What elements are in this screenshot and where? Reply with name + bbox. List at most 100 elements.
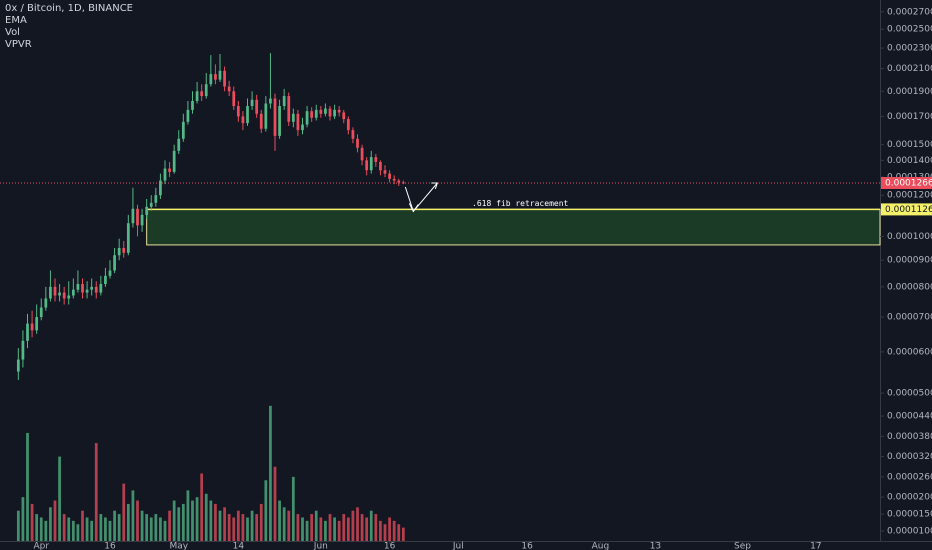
price-tag-label: 0.00012664 bbox=[885, 178, 932, 188]
candle-body bbox=[250, 99, 254, 107]
fib-zone bbox=[146, 208, 881, 246]
candle-body bbox=[264, 103, 268, 129]
candle-body bbox=[397, 180, 401, 183]
candle-body bbox=[360, 147, 364, 161]
volume-bar bbox=[200, 473, 204, 541]
candle-body bbox=[282, 96, 286, 107]
volume-bar bbox=[58, 456, 61, 541]
x-tick-label: Aug bbox=[592, 542, 610, 550]
indicator-label: EMA bbox=[5, 15, 27, 26]
volume-bar bbox=[383, 524, 387, 541]
candle-body bbox=[94, 286, 98, 293]
volume-bar bbox=[282, 507, 286, 541]
x-tick-label: May bbox=[169, 542, 188, 550]
candle-body bbox=[140, 214, 144, 226]
candle-body bbox=[287, 96, 291, 122]
arrow-head bbox=[408, 182, 439, 213]
volume-bar bbox=[259, 503, 263, 541]
candle-body bbox=[301, 124, 304, 131]
candle-body bbox=[81, 284, 84, 293]
candle-body bbox=[278, 106, 281, 136]
volume-bar bbox=[113, 510, 116, 541]
candle-body bbox=[136, 208, 139, 226]
candle-body bbox=[39, 307, 43, 318]
volume-bar bbox=[392, 520, 396, 541]
volume-bar bbox=[30, 503, 34, 541]
volume-bar bbox=[223, 507, 226, 541]
volume-bar bbox=[337, 520, 341, 541]
x-tick-label: 17 bbox=[810, 542, 821, 550]
volume-bar bbox=[21, 497, 25, 541]
volume-bar bbox=[250, 510, 254, 541]
volume-bar bbox=[214, 503, 217, 541]
volume-bar bbox=[333, 517, 336, 541]
candle-body bbox=[356, 138, 359, 148]
volume-bar bbox=[379, 520, 382, 541]
volume-bar bbox=[149, 517, 153, 541]
candle-body bbox=[383, 170, 387, 174]
volume-bar bbox=[140, 510, 144, 541]
candle-body bbox=[30, 323, 34, 331]
candle-body bbox=[44, 298, 48, 308]
volume-bar bbox=[94, 443, 98, 541]
y-tick-label: 0.00007000 bbox=[887, 313, 932, 323]
y2-tick-label: 0.00001500 bbox=[887, 510, 932, 520]
volume-bar bbox=[209, 500, 213, 541]
candle-body bbox=[328, 108, 332, 117]
y-tick-label: 0.00017000 bbox=[887, 112, 932, 122]
volume-bar bbox=[90, 520, 94, 541]
candle-body bbox=[53, 286, 57, 296]
volume-bar bbox=[145, 514, 149, 541]
candle-body bbox=[191, 101, 194, 110]
volume-bar bbox=[324, 520, 327, 541]
volume-bar bbox=[99, 514, 103, 541]
candle-body bbox=[186, 109, 190, 122]
volume-bar bbox=[218, 510, 222, 541]
volume-bar bbox=[305, 520, 309, 541]
volume-bar bbox=[328, 514, 332, 541]
candle-body bbox=[333, 109, 336, 117]
volume-bar bbox=[241, 514, 245, 541]
volume-bar bbox=[191, 500, 194, 541]
candle-body bbox=[126, 223, 130, 253]
volume-bar bbox=[85, 517, 89, 541]
volume-bar bbox=[264, 480, 268, 541]
annotation: .618 fib retracement bbox=[472, 199, 569, 208]
volume-bar bbox=[246, 517, 249, 541]
volume-bar bbox=[126, 503, 130, 541]
candle-body bbox=[90, 286, 94, 290]
candle-body bbox=[172, 150, 176, 172]
candle-body bbox=[296, 113, 300, 131]
candle-body bbox=[236, 106, 240, 117]
candle-body bbox=[232, 91, 236, 107]
volume-bar bbox=[278, 500, 281, 541]
indicator-label: Vol bbox=[5, 27, 20, 38]
x-tick-label: Jul bbox=[452, 542, 464, 550]
y2-tick-label: 0.00004400 bbox=[887, 411, 932, 421]
candle-body bbox=[49, 286, 52, 299]
candle-body bbox=[346, 119, 350, 131]
volume-bar bbox=[204, 493, 208, 541]
volume-bar bbox=[291, 476, 295, 541]
x-tick-label: 16 bbox=[104, 542, 116, 550]
candle-body bbox=[35, 317, 39, 331]
y-tick-label: 0.00019000 bbox=[887, 87, 932, 97]
candle-body bbox=[255, 99, 259, 114]
candle-body bbox=[159, 180, 162, 196]
candle-body bbox=[99, 284, 103, 293]
candle-body bbox=[369, 157, 373, 171]
volume-bar bbox=[374, 514, 378, 541]
volume-bar bbox=[62, 514, 66, 541]
price-tag bbox=[881, 176, 932, 189]
candle-body bbox=[108, 270, 112, 276]
volume-bar bbox=[26, 432, 29, 541]
candle-body bbox=[392, 178, 396, 181]
volume-bar bbox=[168, 510, 171, 541]
candle-body bbox=[374, 157, 378, 162]
candle-body bbox=[149, 202, 153, 207]
volume-bar bbox=[388, 517, 391, 541]
volume-bar bbox=[172, 500, 176, 541]
candle-body bbox=[58, 292, 61, 296]
y2-tick-label: 0.00001000 bbox=[887, 526, 932, 536]
candle-body bbox=[223, 70, 226, 87]
